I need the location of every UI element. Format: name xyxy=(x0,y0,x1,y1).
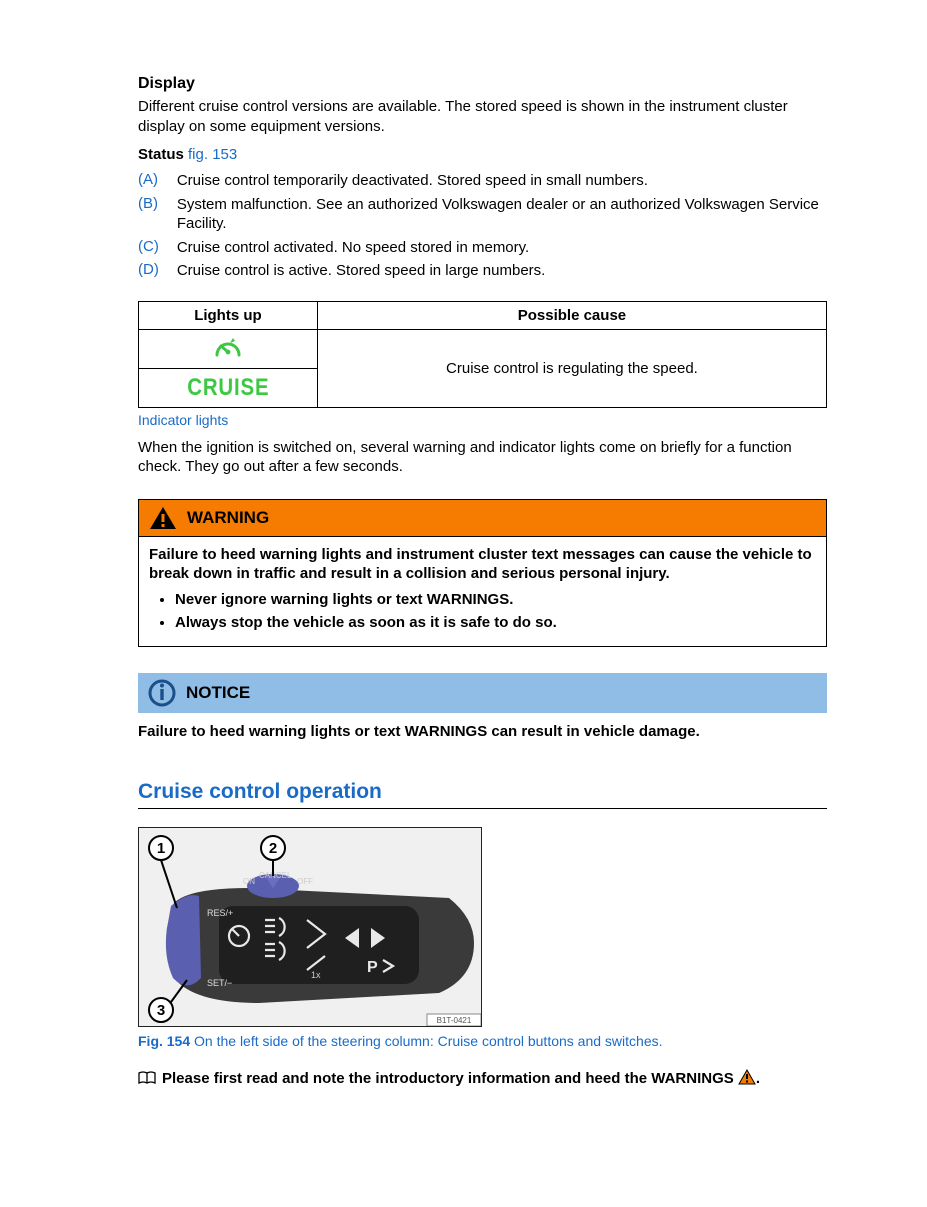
svg-text:P: P xyxy=(367,959,378,976)
figure-number: Fig. 154 xyxy=(138,1033,190,1049)
display-intro: Different cruise control versions are av… xyxy=(138,97,827,136)
status-id: (D) xyxy=(138,259,177,283)
read-first-text: Please first read and note the introduct… xyxy=(162,1070,734,1087)
status-row: (D) Cruise control is active. Stored spe… xyxy=(138,259,827,283)
function-check-text: When the ignition is switched on, severa… xyxy=(138,438,827,477)
warning-box: WARNING Failure to heed warning lights a… xyxy=(138,499,827,648)
read-first-note: Please first read and note the introduct… xyxy=(138,1069,827,1087)
warning-text: Failure to heed warning lights and instr… xyxy=(149,545,816,584)
callout-2: 2 xyxy=(269,840,277,857)
warning-bullet: Never ignore warning lights or text WARN… xyxy=(175,590,816,610)
figure-code: B1T-0421 xyxy=(437,1016,472,1025)
cruise-stalk-illustration: P RES/+ SET/− ON CANCEL OFF 1x 1 2 3 xyxy=(139,828,482,1027)
notice-label: NOTICE xyxy=(186,683,250,703)
status-line: Status fig. 153 xyxy=(138,146,827,163)
warning-label: WARNING xyxy=(187,508,269,528)
heading-rule xyxy=(138,808,827,809)
cruise-word-cell: CRUISE xyxy=(139,368,318,407)
indicator-table: Lights up Possible cause Cruise control … xyxy=(138,301,827,408)
stalk-off-label: OFF xyxy=(297,877,313,886)
read-first-period: . xyxy=(756,1070,760,1087)
display-heading: Display xyxy=(138,75,827,93)
stalk-res-label: RES/+ xyxy=(207,908,233,918)
figure-caption-text: On the left side of the steering column:… xyxy=(194,1033,662,1049)
cause-cell: Cruise control is regulating the speed. xyxy=(317,329,826,407)
status-text: Cruise control temporarily deactivated. … xyxy=(177,169,827,193)
warning-triangle-small-icon xyxy=(738,1069,756,1085)
status-fig-ref: fig. 153 xyxy=(188,146,237,163)
status-text: Cruise control is active. Stored speed i… xyxy=(177,259,827,283)
status-text: System malfunction. See an authorized Vo… xyxy=(177,193,827,236)
status-text: Cruise control activated. No speed store… xyxy=(177,236,827,260)
warning-body: Failure to heed warning lights and instr… xyxy=(139,537,826,647)
warning-bullet: Always stop the vehicle as soon as it is… xyxy=(175,613,816,633)
status-row: (B) System malfunction. See an authorize… xyxy=(138,193,827,236)
stalk-on-label: ON xyxy=(243,877,255,886)
callout-1: 1 xyxy=(157,840,165,857)
figure-154: P RES/+ SET/− ON CANCEL OFF 1x 1 2 3 xyxy=(138,827,482,1027)
notice-info-icon xyxy=(148,679,176,707)
cruise-speedo-icon-cell xyxy=(139,329,318,368)
status-id: (A) xyxy=(138,169,177,193)
stalk-set-label: SET/− xyxy=(207,978,232,988)
stalk-cancel-label: CANCEL xyxy=(259,871,292,880)
status-row: (C) Cruise control activated. No speed s… xyxy=(138,236,827,260)
cruise-word-icon: CRUISE xyxy=(187,374,269,402)
callout-3: 3 xyxy=(157,1002,165,1019)
status-id: (B) xyxy=(138,193,177,236)
status-label: Status xyxy=(138,146,184,163)
notice-header: NOTICE xyxy=(138,673,827,713)
col-possible-cause: Possible cause xyxy=(317,301,826,329)
speedometer-icon xyxy=(213,335,243,359)
status-id: (C) xyxy=(138,236,177,260)
operation-heading: Cruise control operation xyxy=(138,780,827,804)
book-icon xyxy=(138,1071,156,1085)
notice-text: Failure to heed warning lights or text W… xyxy=(138,723,827,740)
warning-triangle-icon xyxy=(149,506,177,530)
svg-text:1x: 1x xyxy=(311,970,321,980)
figure-caption: Fig. 154 On the left side of the steerin… xyxy=(138,1033,827,1049)
indicator-lights-caption: Indicator lights xyxy=(138,412,827,428)
warning-header: WARNING xyxy=(139,500,826,537)
status-list: (A) Cruise control temporarily deactivat… xyxy=(138,169,827,283)
status-row: (A) Cruise control temporarily deactivat… xyxy=(138,169,827,193)
col-lights-up: Lights up xyxy=(139,301,318,329)
page-content: Display Different cruise control version… xyxy=(0,0,927,1207)
